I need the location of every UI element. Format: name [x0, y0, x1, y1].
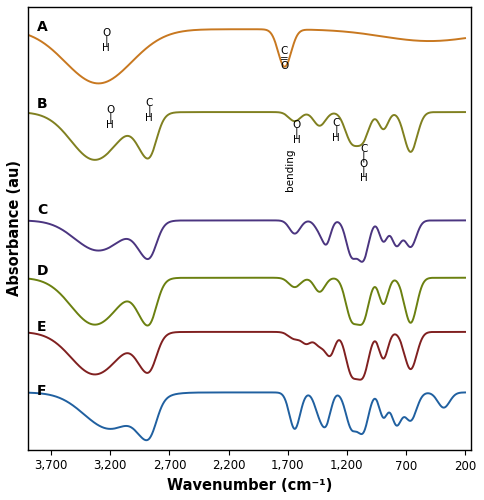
Text: H: H — [360, 173, 368, 183]
Text: O: O — [280, 61, 288, 71]
Text: B: B — [37, 97, 47, 111]
Text: bending: bending — [285, 148, 295, 190]
Text: |: | — [334, 126, 338, 136]
Text: O: O — [292, 120, 301, 130]
Text: D: D — [37, 264, 48, 278]
Text: A: A — [37, 20, 48, 34]
Text: |: | — [362, 166, 366, 176]
Text: |: | — [362, 152, 366, 162]
Text: H: H — [145, 112, 153, 122]
Text: H: H — [106, 120, 114, 130]
Text: C: C — [280, 46, 288, 56]
X-axis label: Wavenumber (cm⁻¹): Wavenumber (cm⁻¹) — [166, 478, 332, 493]
Text: H: H — [102, 42, 110, 52]
Text: |: | — [108, 112, 112, 123]
Text: |: | — [105, 36, 108, 46]
Text: H: H — [293, 135, 301, 145]
Text: C: C — [333, 118, 340, 128]
Text: C: C — [146, 98, 153, 108]
Text: F: F — [37, 384, 46, 398]
Text: E: E — [37, 320, 46, 334]
Text: H: H — [332, 133, 340, 143]
Text: |: | — [148, 106, 151, 116]
Text: O: O — [106, 105, 114, 115]
Text: |: | — [295, 128, 298, 138]
Y-axis label: Absorbance (au): Absorbance (au) — [7, 160, 22, 296]
Text: O: O — [360, 158, 368, 168]
Text: C: C — [360, 144, 368, 154]
Text: C: C — [37, 202, 47, 216]
Text: =: = — [280, 54, 288, 64]
Text: O: O — [102, 28, 110, 38]
